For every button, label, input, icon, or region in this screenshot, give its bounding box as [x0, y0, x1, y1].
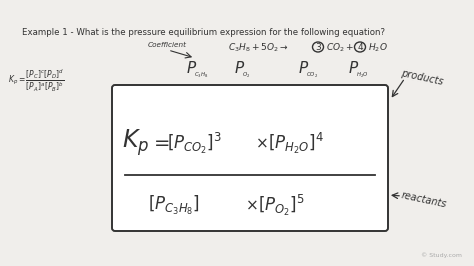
Text: 4: 4 — [357, 43, 363, 52]
Text: $\times$: $\times$ — [245, 197, 258, 213]
Text: $P$: $P$ — [186, 60, 197, 76]
Text: $[P_{CO_2}]^3$: $[P_{CO_2}]^3$ — [167, 130, 222, 156]
Text: $CO_2 +$: $CO_2 +$ — [326, 42, 354, 55]
Text: $[P_{C_3H_8}]$: $[P_{C_3H_8}]$ — [148, 193, 200, 217]
Text: $_{C_3H_8}$: $_{C_3H_8}$ — [194, 70, 209, 80]
Text: =: = — [154, 134, 171, 152]
Text: Coefficient: Coefficient — [148, 42, 187, 48]
Text: $H_2O$: $H_2O$ — [368, 42, 388, 55]
Text: $_{O_2}$: $_{O_2}$ — [242, 70, 250, 80]
Text: $[P_{O_2}]^5$: $[P_{O_2}]^5$ — [258, 192, 305, 218]
Text: $\times$: $\times$ — [255, 135, 268, 151]
Text: $P$: $P$ — [234, 60, 245, 76]
Text: $_{H_2O}$: $_{H_2O}$ — [356, 70, 369, 80]
Text: Example 1 - What is the pressure equilibrium expression for the following equati: Example 1 - What is the pressure equilib… — [22, 28, 385, 37]
Text: $\mathit{K}_p$: $\mathit{K}_p$ — [122, 128, 149, 158]
Text: © Study.com: © Study.com — [421, 252, 462, 258]
Text: reactants: reactants — [400, 190, 447, 209]
FancyBboxPatch shape — [112, 85, 388, 231]
Text: $_{CO_2}$: $_{CO_2}$ — [306, 70, 318, 80]
Text: $C_3H_8 + 5O_2 \rightarrow$: $C_3H_8 + 5O_2 \rightarrow$ — [228, 42, 289, 55]
Text: $[P_{H_2O}]^4$: $[P_{H_2O}]^4$ — [268, 130, 324, 156]
Text: $K_p = \dfrac{[P_C]^c[P_D]^d}{[P_A]^a[P_B]^b}$: $K_p = \dfrac{[P_C]^c[P_D]^d}{[P_A]^a[P_… — [8, 68, 64, 94]
Text: $P$: $P$ — [348, 60, 359, 76]
Text: 3: 3 — [315, 43, 321, 52]
Text: $P$: $P$ — [298, 60, 309, 76]
Text: products: products — [400, 68, 444, 87]
